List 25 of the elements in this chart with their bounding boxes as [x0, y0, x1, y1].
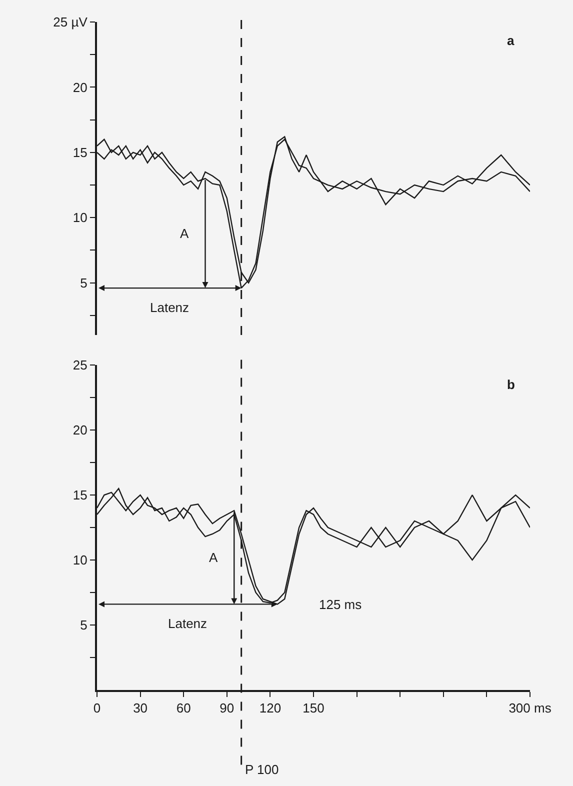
- annotation: b: [507, 377, 515, 392]
- y-tick-label: 5: [80, 618, 88, 633]
- annotation: 125 ms: [319, 597, 362, 612]
- y-tick-label: 10: [72, 552, 88, 568]
- y-tick-label: 15: [72, 144, 88, 160]
- annotation: Latenz: [150, 300, 190, 315]
- x-tick-label: 90: [220, 700, 234, 716]
- annotation: Latenz: [168, 616, 208, 631]
- y-tick-label: 20: [72, 80, 88, 95]
- y-tick-label: 5: [80, 275, 88, 290]
- y-tick-label: 25 µV: [53, 14, 88, 30]
- x-tick-label: 0: [93, 700, 101, 716]
- x-tick-label: 150: [302, 700, 324, 716]
- x-tick-label: 300 ms: [508, 700, 552, 716]
- annotation: a: [507, 33, 515, 48]
- ref-line-label: P 100: [245, 762, 279, 777]
- annotation: A: [180, 226, 189, 241]
- x-tick-label: 60: [176, 700, 191, 716]
- y-tick-label: 10: [72, 210, 88, 226]
- y-tick-label: 20: [72, 422, 88, 438]
- y-tick-label: 15: [72, 488, 88, 503]
- y-tick-label: 25: [72, 358, 88, 373]
- x-tick-label: 120: [259, 700, 282, 716]
- annotation: A: [209, 550, 218, 565]
- x-tick-label: 30: [133, 700, 148, 716]
